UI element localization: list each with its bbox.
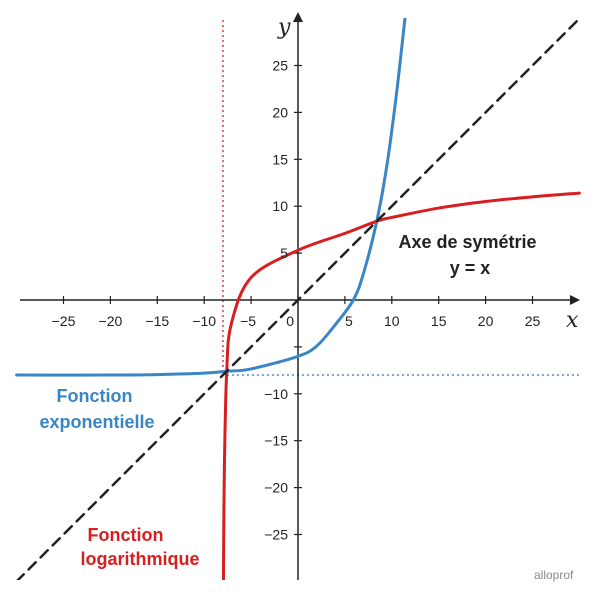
y-tick-label: 20 (272, 104, 288, 120)
alloprof-watermark: alloprof (534, 568, 574, 582)
y-axis-name: y (277, 15, 291, 40)
x-axis-arrow (570, 295, 580, 305)
exponential-function-label-line1: Fonction (57, 386, 133, 406)
x-tick-label: 15 (431, 313, 447, 329)
x-tick-label: 5 (345, 313, 353, 329)
x-tick-label: 0 (286, 313, 294, 329)
y-tick-label: 25 (272, 58, 288, 74)
logarithmic-curve (221, 191, 581, 580)
x-tick-label: −5 (240, 313, 256, 329)
symmetry-axis-label-line1: Axe de symétrie (398, 232, 536, 252)
y-tick-label: −15 (264, 433, 288, 449)
x-tick-label: 20 (478, 313, 494, 329)
x-tick-label: −10 (192, 313, 216, 329)
x-tick-label: −25 (52, 313, 76, 329)
symmetry-axis-label-line2: y = x (450, 258, 491, 278)
y-tick-label: −20 (264, 480, 288, 496)
exponential-function-label-line2: exponentielle (39, 412, 154, 432)
exponential-function-label: Fonction exponentielle (39, 386, 154, 432)
logarithmic-function-label-line2: logarithmique (80, 549, 199, 569)
logarithmic-function-label-line1: Fonction (88, 525, 164, 545)
y-tick-label: −10 (264, 386, 288, 402)
y-tick-label: 15 (272, 151, 288, 167)
tick-marks (62, 64, 534, 536)
y-tick-label: 10 (272, 198, 288, 214)
tick-labels: −25 −20 −15 −10 −5 0 5 10 15 20 25 25 20 15 10 5 −10 −15 −… (52, 58, 541, 543)
symmetry-axis-line (16, 18, 581, 580)
x-tick-label: −15 (145, 313, 169, 329)
x-tick-label: −20 (99, 313, 123, 329)
y-tick-label: −25 (264, 527, 288, 543)
asymptotes (222, 20, 580, 376)
symmetry-axis-label: Axe de symétrie y = x (398, 232, 541, 278)
logarithmic-function-label: Fonction logarithmique (80, 525, 199, 569)
x-axis-name: x (566, 308, 579, 333)
exponential-curve (15, 18, 407, 377)
y-tick-label: 5 (280, 245, 288, 261)
curves (15, 18, 581, 580)
y-axis-arrow (293, 12, 303, 22)
x-tick-label: 10 (384, 313, 400, 329)
x-tick-label: 25 (525, 313, 541, 329)
